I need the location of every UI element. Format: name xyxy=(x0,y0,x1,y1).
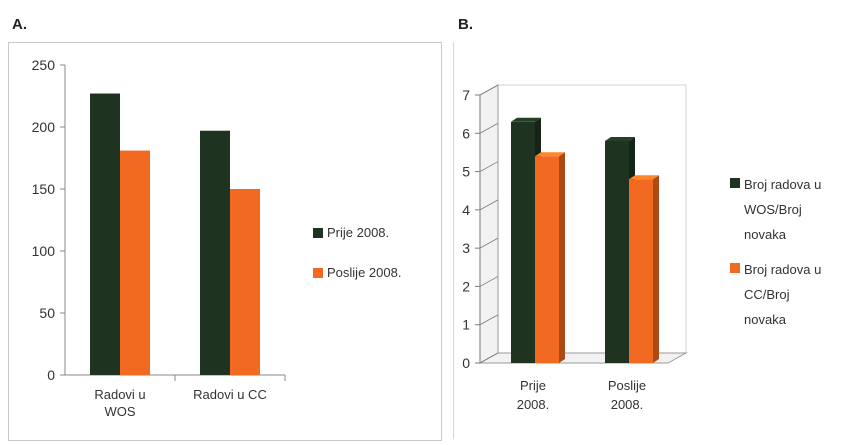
legend-swatch-a xyxy=(313,228,323,238)
x-category-label-b: Prije 2008. xyxy=(517,378,550,412)
y-tick-label-b: 0 xyxy=(462,355,470,371)
x-category-label-b: Poslije 2008. xyxy=(608,378,646,412)
y-tick-label-b: 3 xyxy=(462,240,470,256)
bar-b xyxy=(629,179,653,363)
bar-b xyxy=(605,141,629,363)
y-tick-label-b: 6 xyxy=(462,125,470,141)
legend-label-b: Broj radova u WOS/Broj novaka xyxy=(744,172,821,247)
bar-side-b xyxy=(559,152,565,363)
y-tick-label-b: 7 xyxy=(462,87,470,103)
y-tick-label-b: 5 xyxy=(462,164,470,180)
y-tick-label-b: 4 xyxy=(462,202,470,218)
side-wall-b xyxy=(480,85,498,363)
legend-swatch-a xyxy=(313,268,323,278)
y-tick-label-b: 2 xyxy=(462,278,470,294)
bar-b xyxy=(511,122,535,363)
bar-b xyxy=(535,156,559,363)
bar-side-b xyxy=(653,175,659,363)
legend-label-b: Broj radova u CC/Broj novaka xyxy=(744,257,821,332)
legend-label-a: Prije 2008. xyxy=(327,223,389,242)
legend-swatch-b xyxy=(730,178,740,188)
y-tick-label-b: 1 xyxy=(462,317,470,333)
legend-label-a: Poslije 2008. xyxy=(327,263,401,282)
legend-swatch-b xyxy=(730,263,740,273)
